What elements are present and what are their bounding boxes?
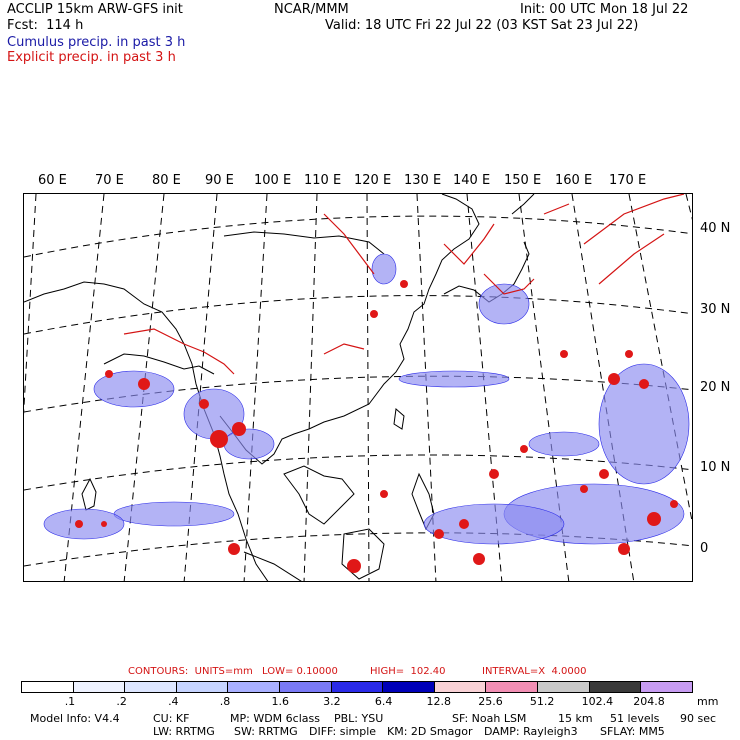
colorbar-cell	[331, 682, 384, 692]
lat-line-10n	[24, 454, 692, 491]
lon-label: 80 E	[152, 173, 181, 188]
lon-label: 90 E	[205, 173, 234, 188]
taiwan-coast	[393, 408, 405, 430]
explicit-precip-cells	[75, 280, 678, 573]
lon-label: 140 E	[453, 173, 491, 188]
colorbar-cell	[383, 682, 435, 692]
lon-line	[24, 194, 37, 416]
contour-interval: INTERVAL=X 4.0000	[482, 666, 587, 677]
model-mp: MP: WDM 6class	[230, 712, 320, 725]
colorbar-label: .2	[116, 695, 127, 708]
coast-sakhalin	[511, 194, 535, 215]
colorbar-label: 1.6	[271, 695, 289, 708]
legend-cumulus: Cumulus precip. in past 3 h	[7, 35, 186, 50]
colorbar-cell	[176, 682, 229, 692]
lat-label: 30 N	[700, 302, 731, 317]
colorbar-label: 51.2	[529, 695, 555, 708]
contour-low: LOW= 0.10000	[262, 666, 338, 677]
colorbar-label: .8	[219, 695, 231, 708]
lon-line	[303, 194, 318, 581]
valid-time: Valid: 18 UTC Fri 22 Jul 22 (03 KST Sat …	[325, 18, 639, 33]
model-diff: DIFF: simple	[309, 725, 377, 738]
colorbar-cell	[73, 682, 126, 692]
lat-label: 40 N	[700, 221, 731, 236]
lat-label: 0	[700, 541, 709, 556]
precip-map	[23, 193, 693, 582]
model-damp: DAMP: Rayleigh3	[484, 725, 578, 738]
legend-explicit: Explicit precip. in past 3 h	[7, 50, 176, 65]
colorbar-label: 25.6	[478, 695, 503, 708]
map-title: ACCLIP 15km ARW-GFS init	[7, 2, 183, 17]
colorbar-cell	[280, 682, 332, 692]
colorbar-cell	[434, 682, 487, 692]
lon-label: 130 E	[404, 173, 442, 188]
colorbar-label: .4	[168, 695, 179, 708]
lat-line-30n	[24, 295, 692, 335]
coast-indochina-south	[283, 465, 355, 525]
colorbar-units: mm	[697, 695, 719, 708]
lon-line	[366, 194, 370, 581]
lon-label: 120 E	[354, 173, 392, 188]
model-sflay: SFLAY: MM5	[600, 725, 665, 738]
colorbar-label: 3.2	[323, 695, 341, 708]
sumatra-coast	[243, 551, 302, 581]
lon-label: 100 E	[254, 173, 292, 188]
colorbar-cell	[589, 682, 642, 692]
model-levels: 51 levels	[610, 712, 660, 725]
lat-label: 20 N	[700, 380, 731, 395]
lon-label: 60 E	[38, 173, 67, 188]
lat-line-40n	[24, 215, 692, 258]
model-cu: CU: KF	[153, 712, 190, 725]
forecast-hour: Fcst: 114 h	[7, 18, 84, 33]
explicit-precip	[123, 194, 685, 375]
lon-label: 110 E	[304, 173, 342, 188]
lon-label: 170 E	[609, 173, 647, 188]
colorbar-label: 12.8	[426, 695, 452, 708]
coastlines	[24, 194, 535, 581]
colorbar-label: 102.4	[581, 695, 614, 708]
colorbar-cell	[22, 682, 74, 692]
lon-label: 150 E	[504, 173, 542, 188]
model-lw: LW: RRTMG	[153, 725, 215, 738]
colorbar-cell	[228, 682, 281, 692]
lon-label: 160 E	[555, 173, 593, 188]
source-label: NCAR/MMM	[274, 2, 349, 17]
coast-south-asia	[24, 281, 269, 581]
model-timestep: 90 sec	[680, 712, 717, 725]
borneo-coast	[341, 528, 385, 580]
lon-line	[243, 194, 268, 581]
colorbar-label: .1	[64, 695, 76, 708]
model-resolution: 15 km	[558, 712, 593, 725]
model-version: Model Info: V4.4	[30, 712, 120, 725]
lon-line	[685, 194, 692, 220]
colorbar-label: 6.4	[374, 695, 393, 708]
model-sw: SW: RRTMG	[234, 725, 298, 738]
lon-label: 70 E	[95, 173, 124, 188]
colorbar-cell	[125, 682, 177, 692]
border-mongolia	[223, 231, 385, 255]
colorbar-label: 204.8	[633, 695, 665, 708]
colorbar	[21, 681, 693, 693]
sri-lanka-coast	[81, 477, 97, 511]
coast-east-asia	[219, 194, 480, 465]
model-pbl: PBL: YSU	[334, 712, 384, 725]
border-himalaya	[103, 353, 215, 375]
colorbar-cell	[538, 682, 590, 692]
colorbar-cell	[486, 682, 539, 692]
cumulus-precip	[43, 253, 690, 545]
model-km: KM: 2D Smagor	[387, 725, 473, 738]
init-time: Init: 00 UTC Mon 18 Jul 22	[520, 2, 689, 17]
map-canvas	[24, 194, 692, 581]
lat-line-20n	[24, 375, 692, 413]
lat-label: 10 N	[700, 460, 731, 475]
contour-high: HIGH= 102.40	[370, 666, 446, 677]
model-sf: SF: Noah LSM	[452, 712, 527, 725]
contour-units: CONTOURS: UNITS=mm	[128, 666, 253, 677]
colorbar-cell	[641, 682, 692, 692]
